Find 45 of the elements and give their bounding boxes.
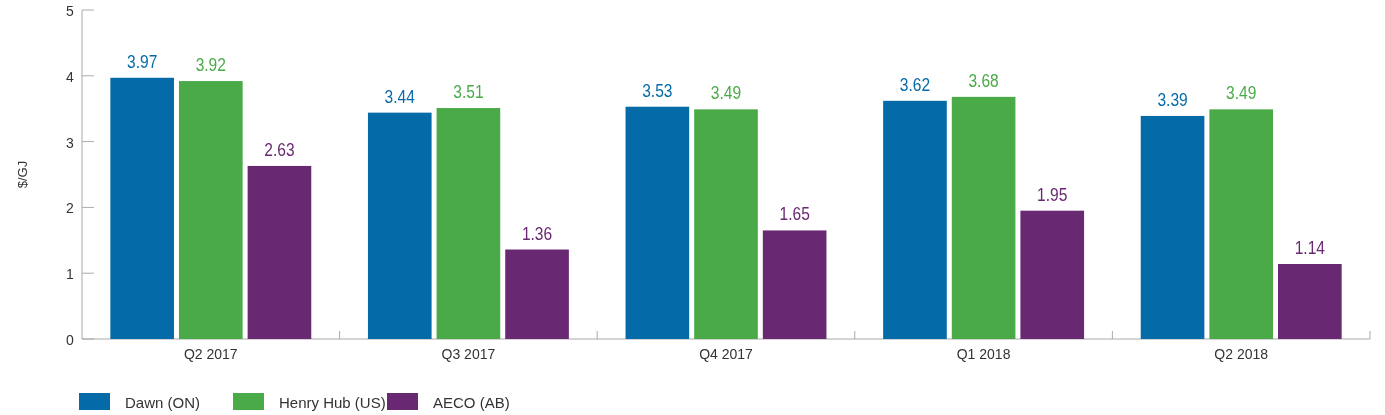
legend-label: Henry Hub (US) <box>279 394 386 411</box>
y-tick-label: 5 <box>66 3 75 19</box>
data-label: 3.49 <box>1226 81 1257 104</box>
y-tick-label: 3 <box>66 134 75 151</box>
y-axis-title: $/GJ <box>15 160 30 189</box>
y-tick-label: 2 <box>66 200 75 217</box>
data-label: 1.65 <box>779 202 810 225</box>
y-tick-label: 4 <box>66 68 75 85</box>
bar <box>694 109 758 339</box>
data-label: 1.95 <box>1037 183 1068 206</box>
data-label: 3.62 <box>899 73 931 96</box>
bar <box>1020 210 1085 339</box>
bar <box>247 165 312 339</box>
data-label: 3.39 <box>1157 88 1188 111</box>
data-label: 1.14 <box>1294 236 1326 259</box>
y-tick-label: 1 <box>66 266 75 283</box>
data-label: 3.53 <box>642 79 673 102</box>
x-tick-label: Q1 2018 <box>956 346 1011 362</box>
legend-label: AECO (AB) <box>433 394 510 411</box>
data-label: 3.97 <box>127 50 158 73</box>
y-tick-label: 0 <box>66 332 75 348</box>
bar <box>110 77 174 339</box>
x-tick-label: Q2 2017 <box>183 346 238 362</box>
data-label: 3.92 <box>195 53 226 76</box>
bar <box>178 81 243 339</box>
bar <box>883 100 947 339</box>
x-tick-label: Q4 2017 <box>699 346 754 362</box>
data-label: 1.36 <box>521 222 553 244</box>
data-label: 3.44 <box>384 85 416 108</box>
data-label: 3.51 <box>453 80 484 103</box>
data-label: 3.49 <box>710 81 742 104</box>
bar <box>1278 263 1342 339</box>
data-label: 2.63 <box>264 138 295 161</box>
bar <box>1140 115 1205 339</box>
data-label: 3.68 <box>968 69 999 92</box>
bar <box>367 112 432 339</box>
bar <box>951 96 1016 339</box>
bar <box>762 230 827 339</box>
x-tick-label: Q3 2017 <box>441 346 496 362</box>
bar <box>436 108 501 339</box>
legend-label: Dawn (ON) <box>125 394 201 411</box>
bar <box>625 106 690 339</box>
bar <box>1209 109 1274 339</box>
bar <box>505 249 569 339</box>
x-tick-label: Q2 2018 <box>1214 346 1269 362</box>
